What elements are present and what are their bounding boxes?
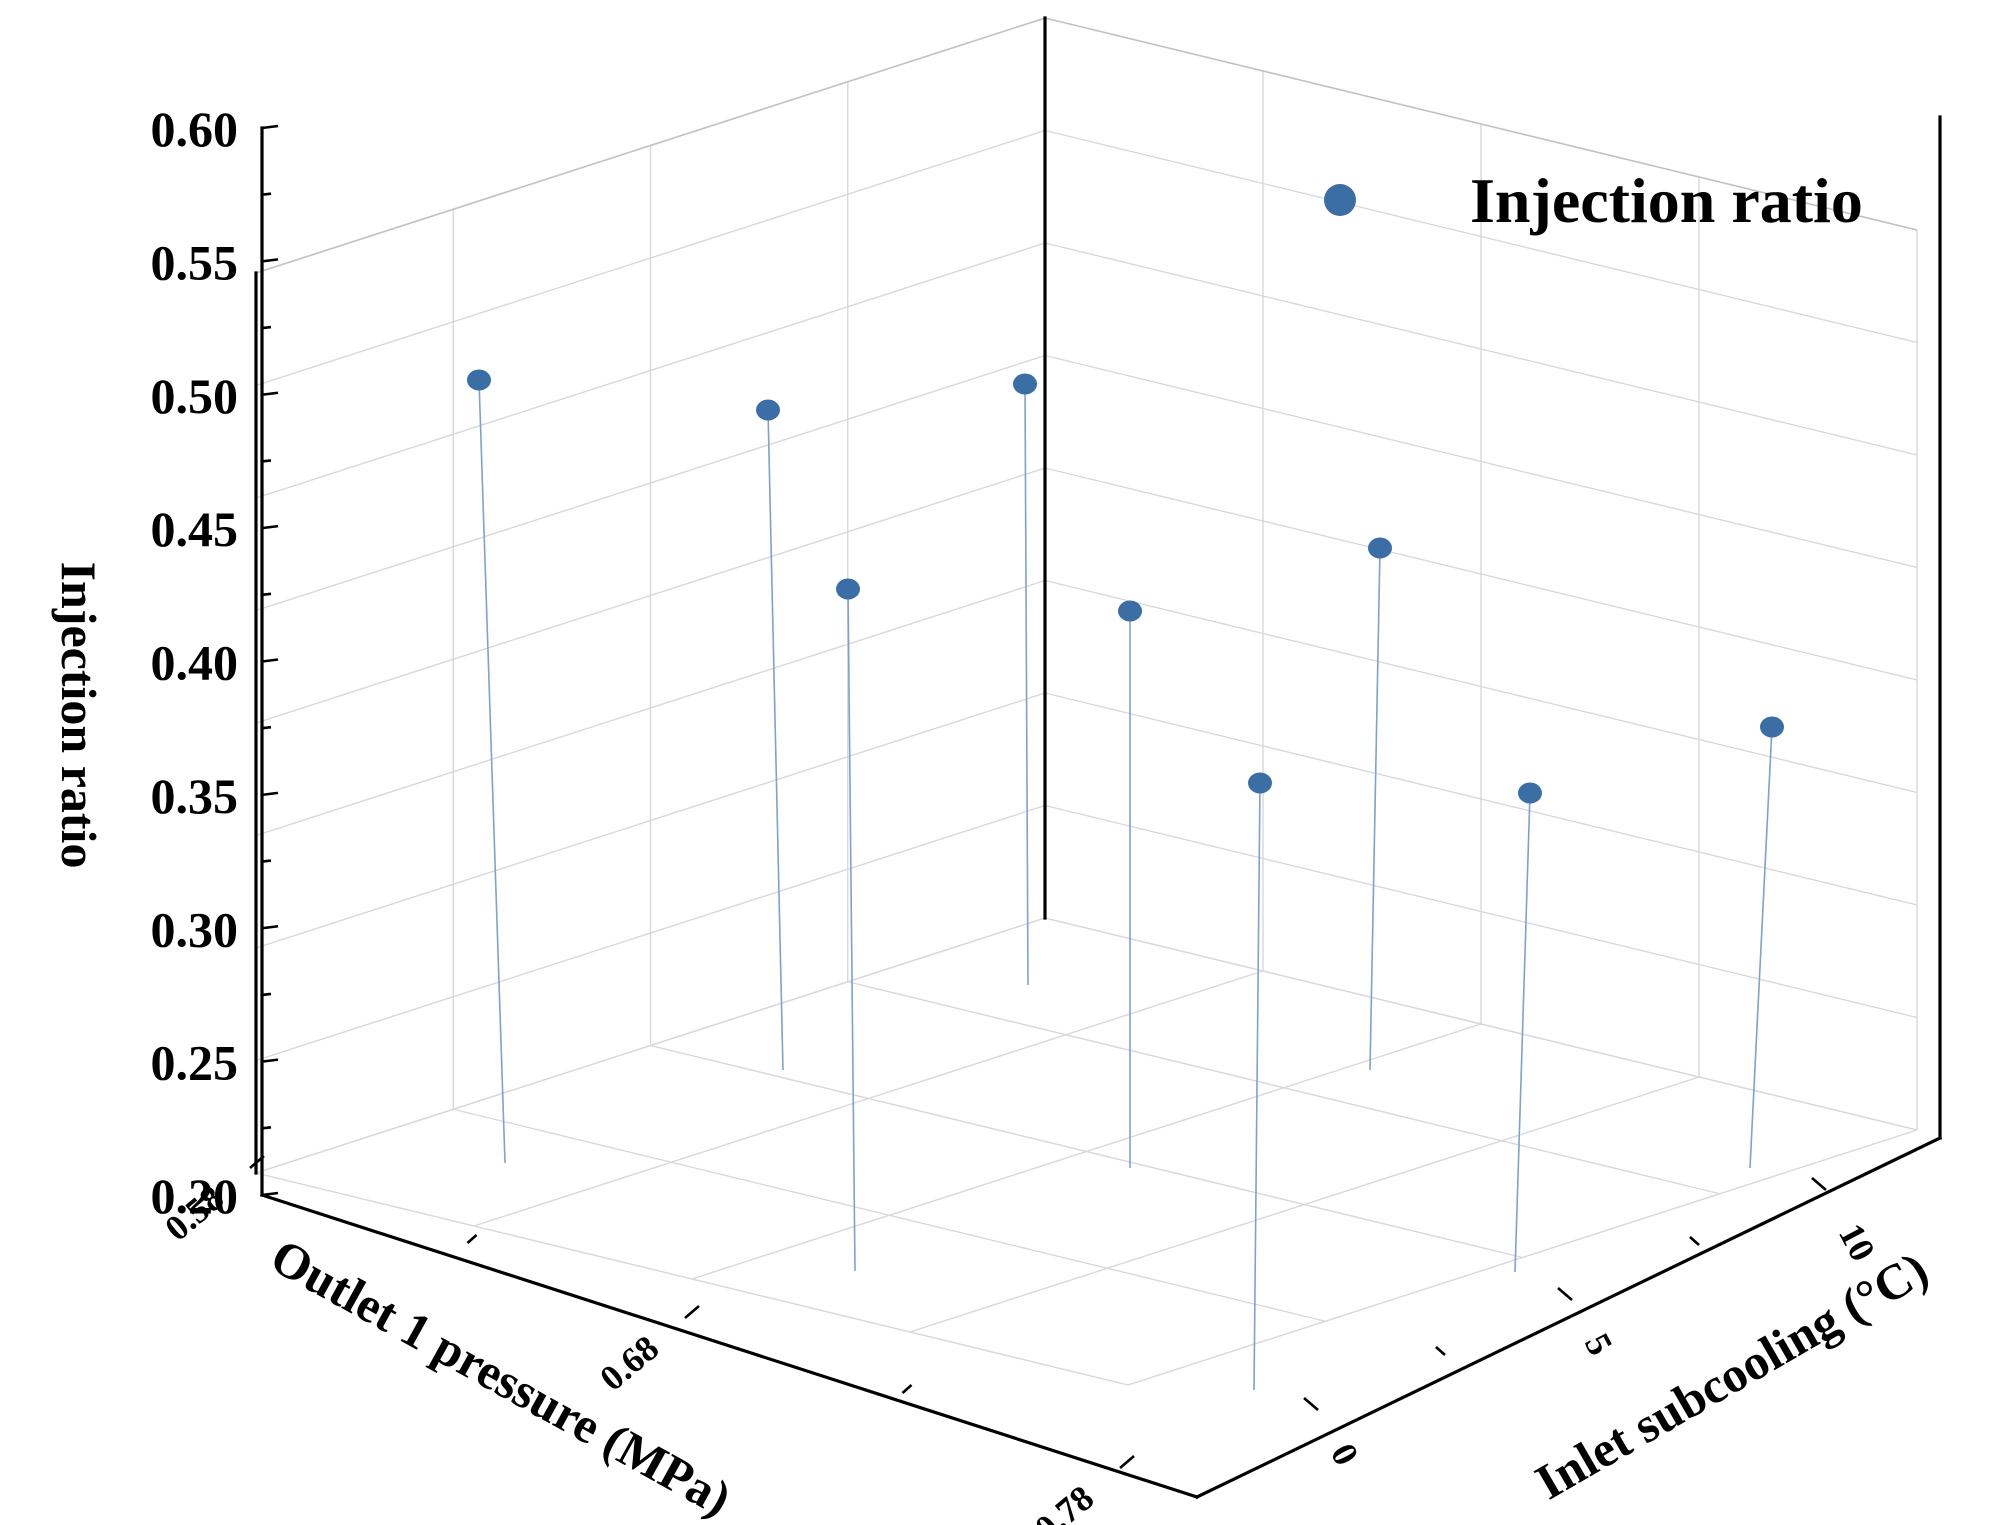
y-tick-mark [1811, 1177, 1827, 1191]
z-tick-mark [261, 1058, 279, 1063]
grid-line-floor-y [1127, 1129, 1918, 1386]
pane-top-edge-left [255, 17, 1046, 274]
z-minor-tick-mark [261, 592, 272, 597]
x-tick-label: 0.78 [1027, 1477, 1101, 1525]
drop-line [1253, 782, 1261, 1391]
x-tick-label: 0.68 [592, 1327, 666, 1398]
y-minor-tick-mark [1435, 1346, 1446, 1356]
x-minor-tick-mark [901, 1384, 913, 1394]
legend-marker [1324, 184, 1356, 216]
grid-lines [255, 17, 1918, 1386]
drop-line [1514, 792, 1531, 1273]
z-tick-label: 0.50 [151, 368, 239, 424]
data-point [836, 578, 860, 600]
z-minor-tick-mark [261, 192, 272, 196]
grid-line-floor-y [473, 970, 1264, 1227]
axis-labels: Injection ratio Outlet 1 pressure (MPa) … [51, 101, 1937, 1525]
z-tick-label: 0.20 [151, 1168, 239, 1224]
data-point [1013, 373, 1037, 395]
data-point [1368, 537, 1392, 559]
y-tick-label: 0 [1323, 1437, 1367, 1472]
z-minor-tick-mark [261, 859, 272, 863]
x-minor-tick-mark [466, 1234, 478, 1244]
z-tick-mark [261, 924, 279, 930]
z-tick-mark [261, 124, 279, 130]
z-tick-mark [261, 524, 279, 530]
z-tick-label: 0.35 [151, 768, 239, 824]
data-point [467, 369, 491, 391]
grid-line-floor-y [691, 1023, 1482, 1280]
data-point [1118, 600, 1142, 622]
z-tick-label: 0.60 [151, 101, 239, 157]
x-tick-mark [1119, 1455, 1135, 1469]
legend: Injection ratio [1324, 165, 1863, 236]
data-points [467, 369, 1784, 804]
drop-line [1749, 726, 1773, 1169]
drop-line [1369, 547, 1381, 1071]
drop-line [1024, 383, 1029, 986]
z-tick-label: 0.40 [151, 635, 239, 691]
y-axis-line [1194, 1135, 1943, 1500]
axes [249, 16, 1943, 1500]
z-tick-label: 0.45 [151, 501, 239, 557]
z-tick-mark [261, 391, 279, 397]
data-point [756, 399, 780, 421]
x-tick-mark [684, 1305, 700, 1319]
z-tick-mark [261, 1191, 279, 1197]
x-tick-mark [249, 1155, 265, 1169]
z-tick-mark [261, 658, 279, 663]
z-minor-tick-mark [261, 725, 272, 730]
z-minor-tick-mark [261, 1126, 272, 1130]
y-tick-mark [1303, 1397, 1319, 1411]
y-tick-label: 5 [1577, 1327, 1621, 1362]
z-tick-mark [261, 258, 279, 263]
z-minor-tick-mark [261, 325, 272, 330]
x-axis-line [259, 1192, 1200, 1500]
drop-line [847, 588, 856, 1272]
z-minor-tick-mark [261, 459, 272, 463]
z-minor-tick-mark [261, 992, 272, 997]
pane-top-edge-right [1044, 17, 1918, 231]
y-minor-tick-mark [1689, 1236, 1700, 1246]
z-tick-label: 0.30 [151, 901, 239, 957]
data-point [1760, 716, 1784, 738]
data-point [1248, 772, 1272, 794]
z-tick-label: 0.25 [151, 1035, 239, 1091]
z-tick-label: 0.55 [151, 234, 239, 290]
y-tick-mark [1557, 1287, 1573, 1301]
z-tick-mark [261, 791, 279, 797]
drop-line [478, 379, 506, 1164]
drop-line [767, 409, 784, 1071]
y-axis-label: Inlet subcooling (°C) [1526, 1240, 1937, 1510]
grid-line-floor-y [909, 1076, 1700, 1333]
drop-lines [478, 379, 1773, 1391]
data-point [1518, 782, 1542, 804]
z-axis-label: Injection ratio [51, 562, 107, 869]
grid-line-floor-y [255, 917, 1046, 1174]
legend-label: Injection ratio [1470, 165, 1863, 236]
